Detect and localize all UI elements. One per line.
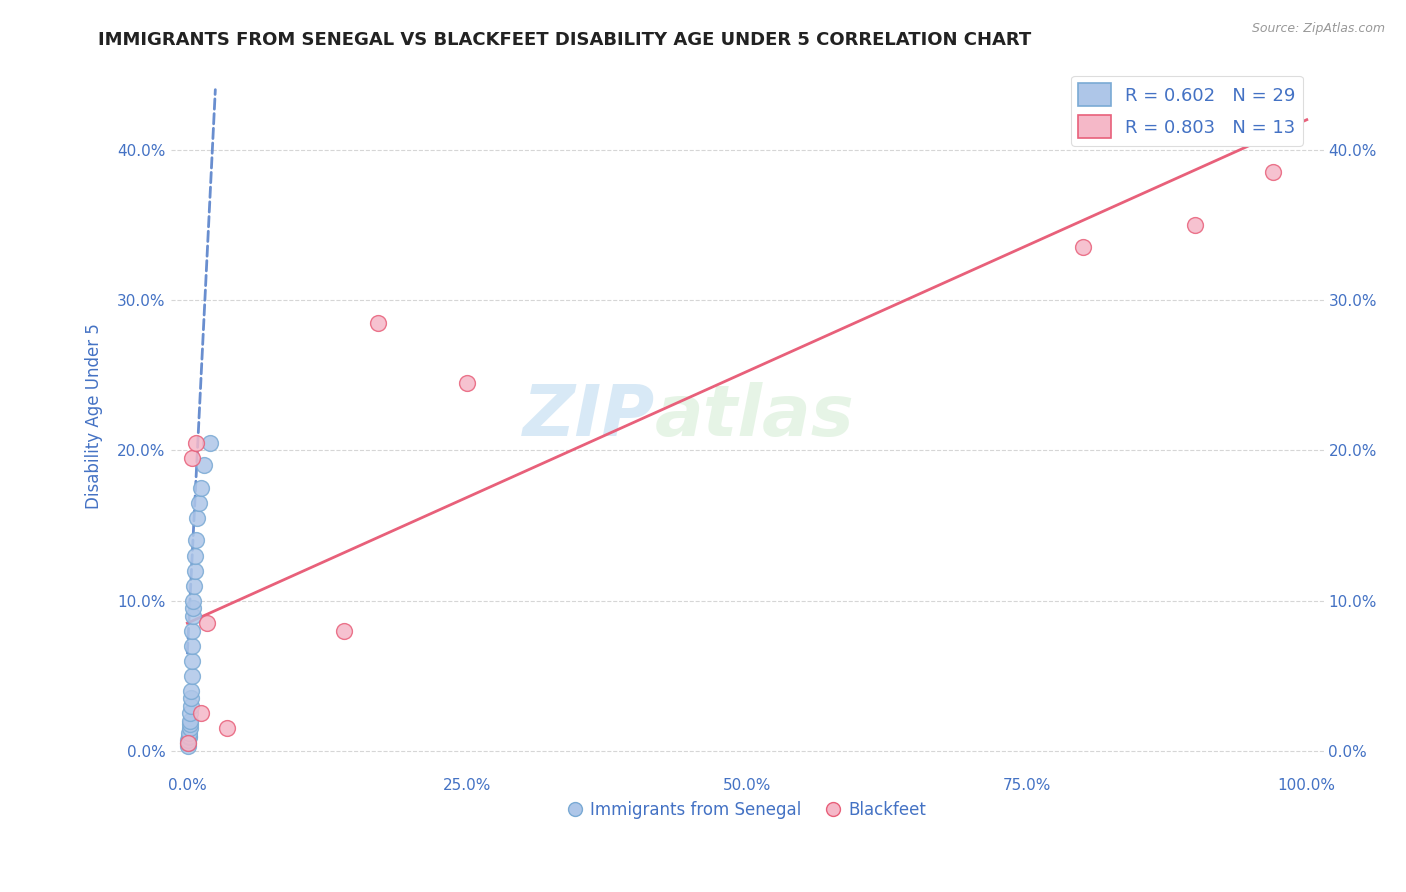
- Point: [197, 616, 219, 631]
- Point: [190, 481, 212, 495]
- Point: [180, 691, 202, 706]
- Point: [180, 669, 202, 683]
- Point: [186, 435, 208, 450]
- Point: [179, 706, 201, 721]
- Point: [1071, 240, 1094, 254]
- Point: [179, 726, 201, 740]
- Point: [184, 549, 207, 563]
- Point: [177, 736, 200, 750]
- Point: [183, 578, 205, 592]
- Point: [190, 706, 212, 721]
- Point: [1263, 165, 1285, 179]
- Text: IMMIGRANTS FROM SENEGAL VS BLACKFEET DISABILITY AGE UNDER 5 CORRELATION CHART: IMMIGRANTS FROM SENEGAL VS BLACKFEET DIS…: [98, 31, 1032, 49]
- Point: [1184, 218, 1206, 232]
- Point: [456, 376, 478, 390]
- Point: [179, 714, 201, 728]
- Point: [177, 736, 200, 750]
- Point: [181, 601, 204, 615]
- Point: [179, 716, 201, 731]
- Legend: Immigrants from Senegal, Blackfeet: Immigrants from Senegal, Blackfeet: [561, 795, 932, 826]
- Point: [180, 683, 202, 698]
- Y-axis label: Disability Age Under 5: Disability Age Under 5: [86, 324, 103, 509]
- Point: [180, 450, 202, 465]
- Point: [181, 639, 204, 653]
- Point: [179, 722, 201, 736]
- Point: [177, 739, 200, 754]
- Point: [187, 496, 209, 510]
- Point: [333, 624, 356, 638]
- Point: [186, 533, 208, 548]
- Point: [177, 729, 200, 743]
- Point: [186, 511, 208, 525]
- Text: atlas: atlas: [655, 382, 855, 451]
- Point: [193, 458, 215, 473]
- Point: [183, 564, 205, 578]
- Text: ZIP: ZIP: [523, 382, 655, 451]
- Point: [183, 593, 205, 607]
- Point: [181, 624, 204, 638]
- Point: [177, 731, 200, 745]
- Point: [181, 608, 204, 623]
- Point: [215, 722, 238, 736]
- Point: [198, 435, 221, 450]
- Point: [367, 316, 389, 330]
- Text: Source: ZipAtlas.com: Source: ZipAtlas.com: [1251, 22, 1385, 36]
- Point: [177, 733, 200, 747]
- Point: [180, 698, 202, 713]
- Point: [1251, 128, 1274, 142]
- Point: [180, 654, 202, 668]
